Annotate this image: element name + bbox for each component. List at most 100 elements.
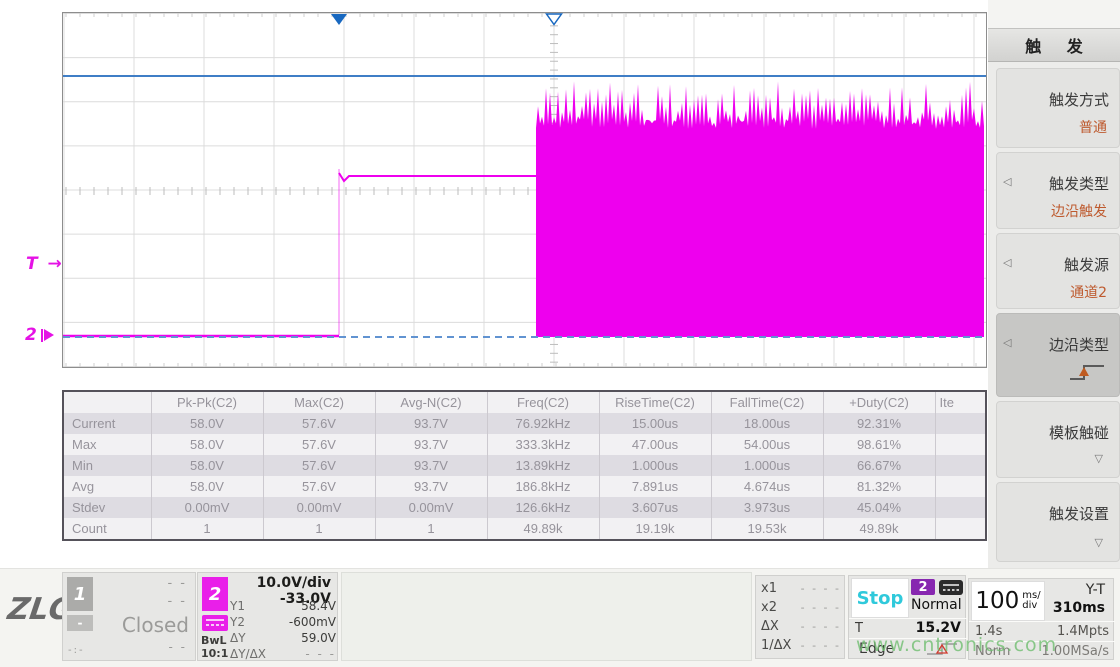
- total-time-value: 1.4s: [975, 624, 1003, 639]
- sidebar-button-trigger-mode[interactable]: 触发方式 普通: [996, 68, 1120, 148]
- trigger-level-marker[interactable]: T →: [26, 254, 64, 274]
- table-cell: [934, 413, 987, 434]
- sidebar-button-template-trigger[interactable]: 模板触碰 ▽: [996, 401, 1120, 478]
- table-cell: 0.00mV: [374, 497, 488, 518]
- table-cell: 3.973us: [710, 497, 824, 518]
- channel2-cursor-readouts: Y1 58.4V Y2 -600mV ΔY 59.0V ΔY/ΔX - - -: [230, 598, 336, 662]
- table-cell: 13.89kHz: [486, 455, 600, 476]
- trigger-level-label: T: [855, 621, 863, 636]
- table-cell: 4.674us: [710, 476, 824, 497]
- sample-rate-value: 1.00MSa/s: [1041, 644, 1109, 659]
- cursor-x1-label: x1: [761, 581, 777, 596]
- table-cell: 126.6kHz: [486, 497, 600, 518]
- channel1-footer-value: - -: [168, 640, 187, 654]
- channel2-bwl-label: BwL: [201, 634, 227, 647]
- cursor-inv-dx-label: 1/ΔX: [761, 638, 792, 653]
- table-cell: 18.00us: [710, 413, 824, 434]
- table-column-header: RiseTime(C2): [598, 391, 712, 413]
- row-label: Count: [62, 518, 152, 540]
- cursor-dydx-value: - - -: [305, 647, 336, 661]
- table-cell: 49.89k: [486, 518, 600, 540]
- row-label: Max: [62, 434, 152, 455]
- measurement-table-head: Pk-Pk(C2) Max(C2) Avg-N(C2) Freq(C2) RiseTim…: [62, 391, 987, 413]
- timebase-scale-value: 100: [975, 588, 1020, 614]
- channel2-status-block[interactable]: 2 10.0V/div -33.0V BwL 10:1 Y1 58.4V Y2 …: [197, 572, 338, 661]
- channel2-badge[interactable]: 2: [202, 577, 228, 611]
- table-cell: [934, 497, 987, 518]
- trigger-level-value: 15.2V: [915, 620, 961, 636]
- table-cell: 93.7V: [374, 455, 488, 476]
- channel2-coupling-icon: [202, 615, 228, 635]
- trigger-type-value: 边沿触发: [1051, 204, 1107, 220]
- left-arrow-icon: ◁: [1003, 175, 1012, 188]
- template-trigger-label: 模板触碰: [1048, 424, 1109, 442]
- channel2-offset: -33.0V: [279, 591, 331, 607]
- table-cell: 19.53k: [710, 518, 824, 540]
- waveform-display[interactable]: [62, 12, 987, 368]
- sidebar-button-trigger-source[interactable]: ◁ 触发源 通道2: [996, 233, 1120, 309]
- table-cell: 7.891us: [598, 476, 712, 497]
- table-cell: 333.3kHz: [486, 434, 600, 455]
- table-cell: 93.7V: [374, 434, 488, 455]
- run-state-box[interactable]: Stop: [851, 578, 909, 618]
- display-mode-text: Y-T: [1085, 582, 1105, 598]
- cursor-y2-value: -600mV: [288, 615, 336, 629]
- table-cell: 45.04%: [822, 497, 936, 518]
- channel1-badge[interactable]: 1: [67, 577, 93, 611]
- channel2-probe-ratio: 10:1: [201, 647, 229, 660]
- table-cell: 93.7V: [374, 476, 488, 497]
- watermark-text: www.cntronics.com: [856, 634, 1058, 656]
- ch2-step-trace: [338, 172, 536, 183]
- table-cell: 57.6V: [262, 476, 376, 497]
- table-header-row: Pk-Pk(C2) Max(C2) Avg-N(C2) Freq(C2) RiseTim…: [62, 391, 987, 413]
- channel1-scale-value: - -: [167, 576, 187, 591]
- table-row: Stdev 0.00mV 0.00mV 0.00mV 126.6kHz 3.607us 3.…: [62, 497, 987, 518]
- measurement-table: Pk-Pk(C2) Max(C2) Avg-N(C2) Freq(C2) RiseTim…: [62, 390, 987, 541]
- table-cell: 3.607us: [598, 497, 712, 518]
- table-row: Max 58.0V 57.6V 93.7V 333.3kHz 47.00us 54.00us…: [62, 434, 987, 455]
- table-column-header: Ite: [934, 391, 987, 413]
- trigger-type-text: Edge: [859, 641, 895, 657]
- dropdown-arrow-icon: ▽: [1094, 452, 1103, 465]
- left-arrow-icon: ◁: [1003, 256, 1012, 269]
- table-cell: [934, 518, 987, 540]
- timebase-block[interactable]: 100 ms/div Y-T 310ms 1.4s 1.4Mpts Norm 1…: [968, 578, 1115, 660]
- dropdown-arrow-icon: ▽: [1094, 536, 1103, 549]
- table-cell: 47.00us: [598, 434, 712, 455]
- x-cursor-block[interactable]: x1 - - - - x2 - - - - ΔX - - - - 1/ΔX - …: [755, 575, 845, 659]
- table-cell: 1.000us: [710, 455, 824, 476]
- table-cell: 57.6V: [262, 434, 376, 455]
- cursor-x2-label: x2: [761, 600, 777, 615]
- trigger-level-row: T 15.2V: [849, 618, 967, 639]
- table-cell: 54.00us: [710, 434, 824, 455]
- table-cell: 1.000us: [598, 455, 712, 476]
- channel1-offset-value: - -: [167, 594, 187, 609]
- table-cell: 0.00mV: [150, 497, 264, 518]
- trigger-status-block[interactable]: Stop 2 Normal T 15.2V Edge: [848, 575, 967, 659]
- acquisition-mode-value: Norm: [975, 644, 1011, 659]
- table-row: Avg 58.0V 57.6V 93.7V 186.8kHz 7.891us 4.674us…: [62, 476, 987, 497]
- x-cursor-rows: x1 - - - - x2 - - - - ΔX - - - - 1/ΔX - …: [761, 579, 841, 655]
- table-cell: 0.00mV: [262, 497, 376, 518]
- trigger-menu-sidebar: 触 发 触发方式 普通 ◁ 触发类型 边沿触发 ◁ 触发源 通道2 ◁ 边沿类型: [988, 0, 1120, 568]
- table-cell: 66.67%: [822, 455, 936, 476]
- table-cell: 58.0V: [150, 434, 264, 455]
- table-row: Min 58.0V 57.6V 93.7V 13.89kHz 1.000us 1.000us…: [62, 455, 987, 476]
- table-column-header: Freq(C2): [486, 391, 600, 413]
- table-cell: 58.0V: [150, 413, 264, 434]
- sidebar-button-trigger-type[interactable]: ◁ 触发类型 边沿触发: [996, 152, 1120, 229]
- table-cell: 15.00us: [598, 413, 712, 434]
- row-label: Current: [62, 413, 152, 434]
- waveform-svg: [63, 13, 986, 367]
- sidebar-button-edge-type[interactable]: ◁ 边沿类型: [996, 313, 1120, 397]
- row-label: Min: [62, 455, 152, 476]
- channel2-position-marker[interactable]: 2: [25, 325, 54, 345]
- sidebar-button-trigger-settings[interactable]: 触发设置 ▽: [996, 482, 1120, 562]
- table-cell: [934, 476, 987, 497]
- table-cell: 92.31%: [822, 413, 936, 434]
- table-cell: 81.32%: [822, 476, 936, 497]
- trigger-type-label: 触发类型: [1048, 175, 1109, 193]
- timebase-scale-box[interactable]: 100 ms/div: [971, 581, 1045, 621]
- table-cell: 1: [150, 518, 264, 540]
- channel1-status-block[interactable]: 1 - - - - - Closed -:- - -: [62, 572, 196, 661]
